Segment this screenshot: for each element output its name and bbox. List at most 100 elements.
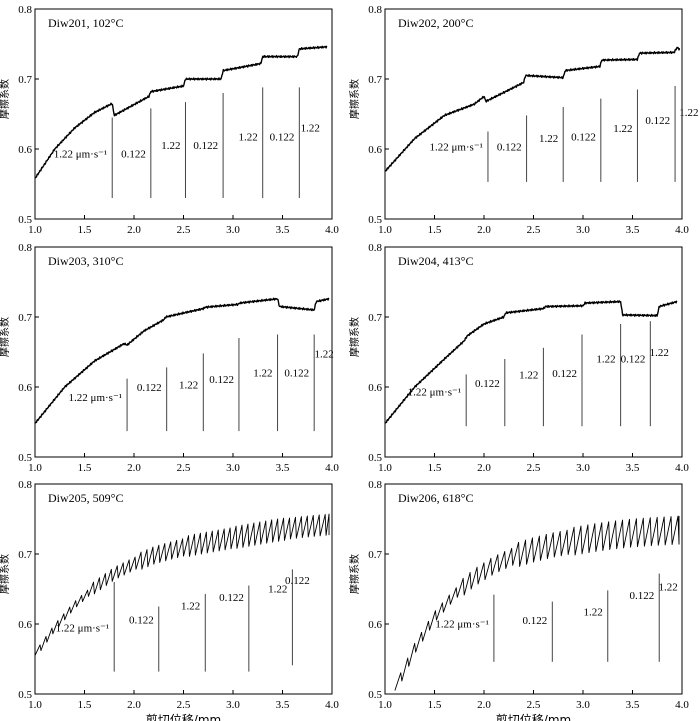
x-tick-label: 3.0 bbox=[576, 224, 590, 236]
x-tick-label: 2.0 bbox=[477, 699, 491, 711]
plot-frame bbox=[384, 246, 683, 458]
y-tick-label: 0.8 bbox=[368, 479, 382, 491]
x-tick-label: 3.0 bbox=[576, 699, 590, 711]
y-tick-label: 0.8 bbox=[368, 242, 382, 254]
x-tick-label: 3.5 bbox=[276, 462, 290, 474]
y-tick-label: 0.7 bbox=[368, 549, 382, 561]
chart-panel-3: 1.0 1.5 2.0 2.5 3.0 3.5 4.0 0.5 0.6 0.7 0.8 Diw203,… bbox=[0, 242, 339, 474]
x-tick-label: 1.0 bbox=[378, 462, 392, 474]
x-tick-label: 2.5 bbox=[177, 462, 191, 474]
y-tick-label: 0.7 bbox=[368, 74, 382, 86]
velocity-label: 0.122 bbox=[129, 614, 154, 626]
velocity-label: 0.122 bbox=[121, 148, 146, 160]
friction-curve bbox=[394, 515, 680, 691]
x-tick-label: 3.0 bbox=[226, 224, 240, 236]
x-tick-label: 3.5 bbox=[626, 462, 640, 474]
x-tick-label: 2.5 bbox=[177, 699, 191, 711]
y-tick-label: 0.5 bbox=[18, 452, 32, 464]
x-tick-label: 1.5 bbox=[78, 462, 92, 474]
y-axis-label: 摩擦系数 bbox=[348, 554, 361, 594]
velocity-label: 1.22 μm·s⁻¹ bbox=[429, 141, 483, 153]
velocity-label: 1.22 bbox=[650, 347, 669, 359]
x-tick-label: 2.0 bbox=[477, 224, 491, 236]
velocity-label: 1.22 bbox=[161, 140, 180, 152]
velocity-label: 0.122 bbox=[621, 354, 646, 366]
velocity-label: 1.22 bbox=[539, 133, 558, 145]
panel-title: Diw205, 509°C bbox=[48, 491, 123, 505]
velocity-label: 0.122 bbox=[137, 382, 162, 394]
velocity-label: 0.122 bbox=[571, 132, 596, 144]
x-tick-label: 4.0 bbox=[325, 462, 339, 474]
x-tick-label: 3.5 bbox=[626, 699, 640, 711]
velocity-label: 1.22 bbox=[181, 600, 200, 612]
panel-title: Diw204, 413°C bbox=[398, 254, 473, 268]
x-tick-label: 3.5 bbox=[276, 224, 290, 236]
friction-curve bbox=[384, 46, 681, 172]
y-tick-label: 0.8 bbox=[18, 4, 32, 16]
y-tick-label: 0.5 bbox=[368, 452, 382, 464]
velocity-label: 1.22 μm·s⁻¹ bbox=[408, 386, 462, 398]
panel-title: Diw203, 310°C bbox=[48, 254, 123, 268]
y-tick-label: 0.6 bbox=[368, 619, 382, 631]
panel-title: Diw201, 102°C bbox=[48, 16, 123, 30]
x-tick-label: 4.0 bbox=[325, 699, 339, 711]
x-tick-label: 2.5 bbox=[527, 699, 541, 711]
velocity-label: 1.22 bbox=[659, 581, 678, 593]
chart-panel-4: 1.0 1.5 2.0 2.5 3.0 3.5 4.0 0.5 0.6 0.7 0.8 Diw204,… bbox=[348, 242, 689, 474]
velocity-label: 1.22 μm·s⁻¹ bbox=[54, 148, 108, 160]
x-tick-label: 2.0 bbox=[127, 699, 141, 711]
x-tick-label: 1.0 bbox=[28, 699, 42, 711]
x-tick-label: 2.0 bbox=[127, 462, 141, 474]
x-tick-label: 4.0 bbox=[675, 699, 689, 711]
y-axis-label: 摩擦系数 bbox=[0, 554, 11, 594]
y-axis-label: 摩擦系数 bbox=[348, 317, 361, 357]
velocity-label: 1.22 bbox=[238, 132, 257, 144]
x-tick-label: 1.5 bbox=[428, 462, 442, 474]
velocity-label: 0.122 bbox=[629, 590, 654, 602]
x-tick-label: 1.5 bbox=[78, 224, 92, 236]
chart-panel-6: 1.0 1.5 2.0 2.5 3.0 3.5 4.0 0.5 0.6 0.7 0.8 Diw206,… bbox=[348, 479, 689, 721]
velocity-label: 0.122 bbox=[285, 575, 310, 587]
velocity-label: 1.22 bbox=[301, 123, 320, 135]
x-tick-label: 1.5 bbox=[78, 699, 92, 711]
y-tick-label: 0.7 bbox=[18, 312, 32, 324]
x-tick-label: 4.0 bbox=[325, 224, 339, 236]
velocity-label: 1.22 bbox=[596, 354, 615, 366]
x-tick-label: 1.0 bbox=[378, 224, 392, 236]
y-tick-label: 0.7 bbox=[18, 549, 32, 561]
velocity-label: 0.122 bbox=[523, 615, 548, 627]
x-tick-label: 2.5 bbox=[177, 224, 191, 236]
velocity-label: 0.122 bbox=[193, 140, 218, 152]
x-tick-label: 2.5 bbox=[527, 224, 541, 236]
x-axis-label: 剪切位移/mm bbox=[146, 712, 221, 721]
y-tick-label: 0.8 bbox=[18, 242, 32, 254]
y-tick-label: 0.5 bbox=[368, 214, 382, 226]
x-tick-label: 1.0 bbox=[378, 699, 392, 711]
velocity-label: 1.22 μm·s⁻¹ bbox=[69, 392, 123, 404]
y-tick-label: 0.7 bbox=[18, 74, 32, 86]
plot-frame bbox=[34, 246, 333, 458]
velocity-label: 0.122 bbox=[219, 592, 244, 604]
velocity-label: 1.22 μm·s⁻¹ bbox=[56, 623, 110, 635]
x-tick-label: 3.5 bbox=[626, 224, 640, 236]
plot-frame bbox=[34, 8, 333, 220]
y-axis-label: 摩擦系数 bbox=[0, 317, 11, 357]
friction-curve bbox=[384, 300, 678, 424]
velocity-label: 1.22 bbox=[253, 368, 272, 380]
x-tick-label: 2.5 bbox=[527, 462, 541, 474]
x-tick-label: 1.5 bbox=[428, 224, 442, 236]
y-tick-label: 0.7 bbox=[368, 312, 382, 324]
velocity-label: 1.22 bbox=[268, 584, 287, 596]
friction-curve bbox=[34, 45, 328, 179]
friction-curve bbox=[34, 297, 330, 424]
y-tick-label: 0.8 bbox=[368, 4, 382, 16]
x-tick-label: 2.0 bbox=[477, 462, 491, 474]
velocity-label: 1.22 bbox=[314, 349, 333, 361]
y-tick-label: 0.6 bbox=[368, 144, 382, 156]
velocity-label: 1.22 bbox=[179, 379, 198, 391]
y-axis-label: 摩擦系数 bbox=[0, 79, 11, 119]
velocity-label: 1.22 bbox=[679, 107, 698, 119]
x-tick-label: 1.5 bbox=[428, 699, 442, 711]
panel-title: Diw206, 618°C bbox=[398, 491, 473, 505]
